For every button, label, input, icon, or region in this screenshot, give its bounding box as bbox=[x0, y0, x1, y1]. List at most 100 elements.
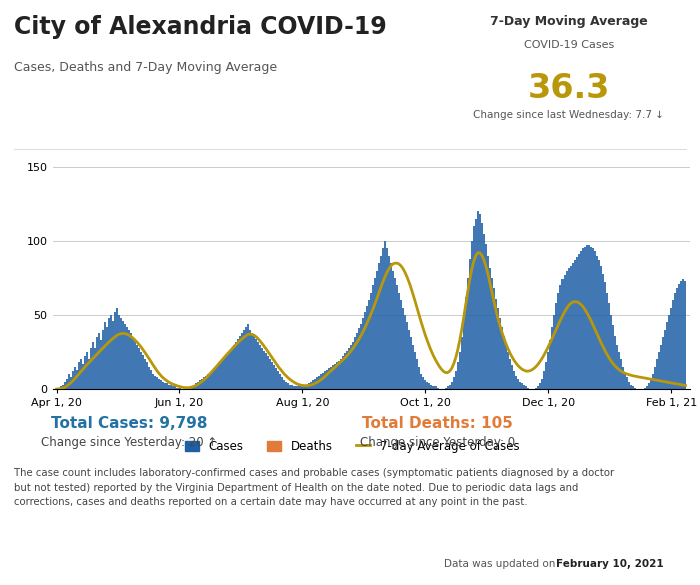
Bar bbox=[160, 380, 162, 389]
Bar bbox=[321, 373, 323, 389]
Bar bbox=[94, 347, 96, 389]
Bar bbox=[150, 370, 153, 389]
Bar bbox=[271, 362, 273, 389]
Bar bbox=[555, 303, 557, 389]
Bar bbox=[539, 383, 541, 389]
Bar bbox=[253, 336, 255, 389]
Bar bbox=[487, 256, 489, 389]
Bar bbox=[380, 256, 382, 389]
Bar bbox=[132, 337, 134, 389]
Bar bbox=[84, 356, 86, 389]
Bar bbox=[174, 386, 176, 389]
Bar bbox=[499, 318, 501, 389]
Bar bbox=[241, 333, 243, 389]
Bar bbox=[57, 387, 60, 389]
Bar bbox=[366, 306, 368, 389]
Bar bbox=[138, 347, 140, 389]
Bar bbox=[287, 383, 289, 389]
Bar bbox=[632, 386, 634, 389]
Bar bbox=[666, 322, 668, 389]
Bar bbox=[203, 377, 204, 389]
Bar bbox=[620, 359, 622, 389]
Bar bbox=[237, 339, 239, 389]
Bar bbox=[100, 340, 102, 389]
Bar bbox=[447, 386, 449, 389]
Bar bbox=[279, 374, 281, 389]
Bar bbox=[604, 283, 606, 389]
Bar bbox=[130, 333, 132, 389]
Bar bbox=[86, 352, 88, 389]
Bar bbox=[538, 386, 539, 389]
Bar bbox=[114, 312, 116, 389]
Bar bbox=[213, 369, 215, 389]
Bar bbox=[628, 381, 630, 389]
Text: COVID-19 Cases: COVID-19 Cases bbox=[524, 40, 614, 50]
Bar bbox=[209, 373, 211, 389]
Bar bbox=[588, 245, 589, 389]
Bar bbox=[148, 367, 150, 389]
Bar bbox=[190, 386, 192, 389]
Bar bbox=[62, 384, 64, 389]
Bar bbox=[243, 330, 245, 389]
Bar bbox=[257, 342, 259, 389]
Bar bbox=[156, 377, 158, 389]
Bar bbox=[589, 247, 592, 389]
Bar bbox=[473, 226, 475, 389]
Bar bbox=[231, 347, 233, 389]
Bar bbox=[309, 381, 312, 389]
Bar bbox=[388, 256, 390, 389]
Bar bbox=[126, 327, 128, 389]
Bar bbox=[233, 345, 235, 389]
Bar bbox=[455, 371, 456, 389]
Bar bbox=[116, 308, 118, 389]
Bar bbox=[295, 386, 298, 389]
Bar bbox=[394, 278, 396, 389]
Bar bbox=[68, 374, 69, 389]
Bar bbox=[386, 249, 388, 389]
Bar bbox=[493, 288, 495, 389]
Bar bbox=[348, 347, 350, 389]
Bar bbox=[154, 376, 156, 389]
Bar bbox=[204, 376, 206, 389]
Bar bbox=[586, 245, 588, 389]
Bar bbox=[90, 347, 92, 389]
Bar bbox=[136, 345, 138, 389]
Bar bbox=[527, 387, 529, 389]
Text: but not tested) reported by the Virginia Department of Health on the date noted.: but not tested) reported by the Virginia… bbox=[14, 483, 578, 493]
Bar bbox=[217, 364, 219, 389]
Bar bbox=[561, 280, 564, 389]
Bar bbox=[517, 378, 519, 389]
Bar bbox=[134, 340, 136, 389]
Text: City of Alexandria COVID-19: City of Alexandria COVID-19 bbox=[14, 15, 386, 39]
Bar bbox=[64, 381, 66, 389]
Bar bbox=[140, 352, 142, 389]
Bar bbox=[187, 387, 188, 389]
Bar bbox=[614, 336, 616, 389]
Bar bbox=[122, 321, 124, 389]
Bar bbox=[543, 371, 545, 389]
Bar bbox=[400, 300, 402, 389]
Bar bbox=[416, 359, 419, 389]
Bar bbox=[658, 352, 660, 389]
Bar bbox=[545, 362, 547, 389]
Bar bbox=[410, 337, 412, 389]
Bar bbox=[511, 365, 513, 389]
Bar bbox=[211, 371, 213, 389]
Bar bbox=[630, 384, 632, 389]
Bar bbox=[98, 333, 100, 389]
Bar bbox=[286, 381, 287, 389]
Bar bbox=[419, 367, 421, 389]
Bar bbox=[412, 345, 414, 389]
Bar bbox=[422, 377, 424, 389]
Bar bbox=[307, 383, 309, 389]
Bar bbox=[582, 249, 584, 389]
Bar bbox=[568, 267, 570, 389]
Bar bbox=[96, 337, 98, 389]
Bar bbox=[275, 369, 277, 389]
Bar bbox=[572, 263, 573, 389]
Bar bbox=[108, 318, 110, 389]
Bar bbox=[193, 384, 195, 389]
Bar bbox=[513, 371, 515, 389]
Bar bbox=[671, 308, 673, 389]
Bar bbox=[316, 377, 318, 389]
